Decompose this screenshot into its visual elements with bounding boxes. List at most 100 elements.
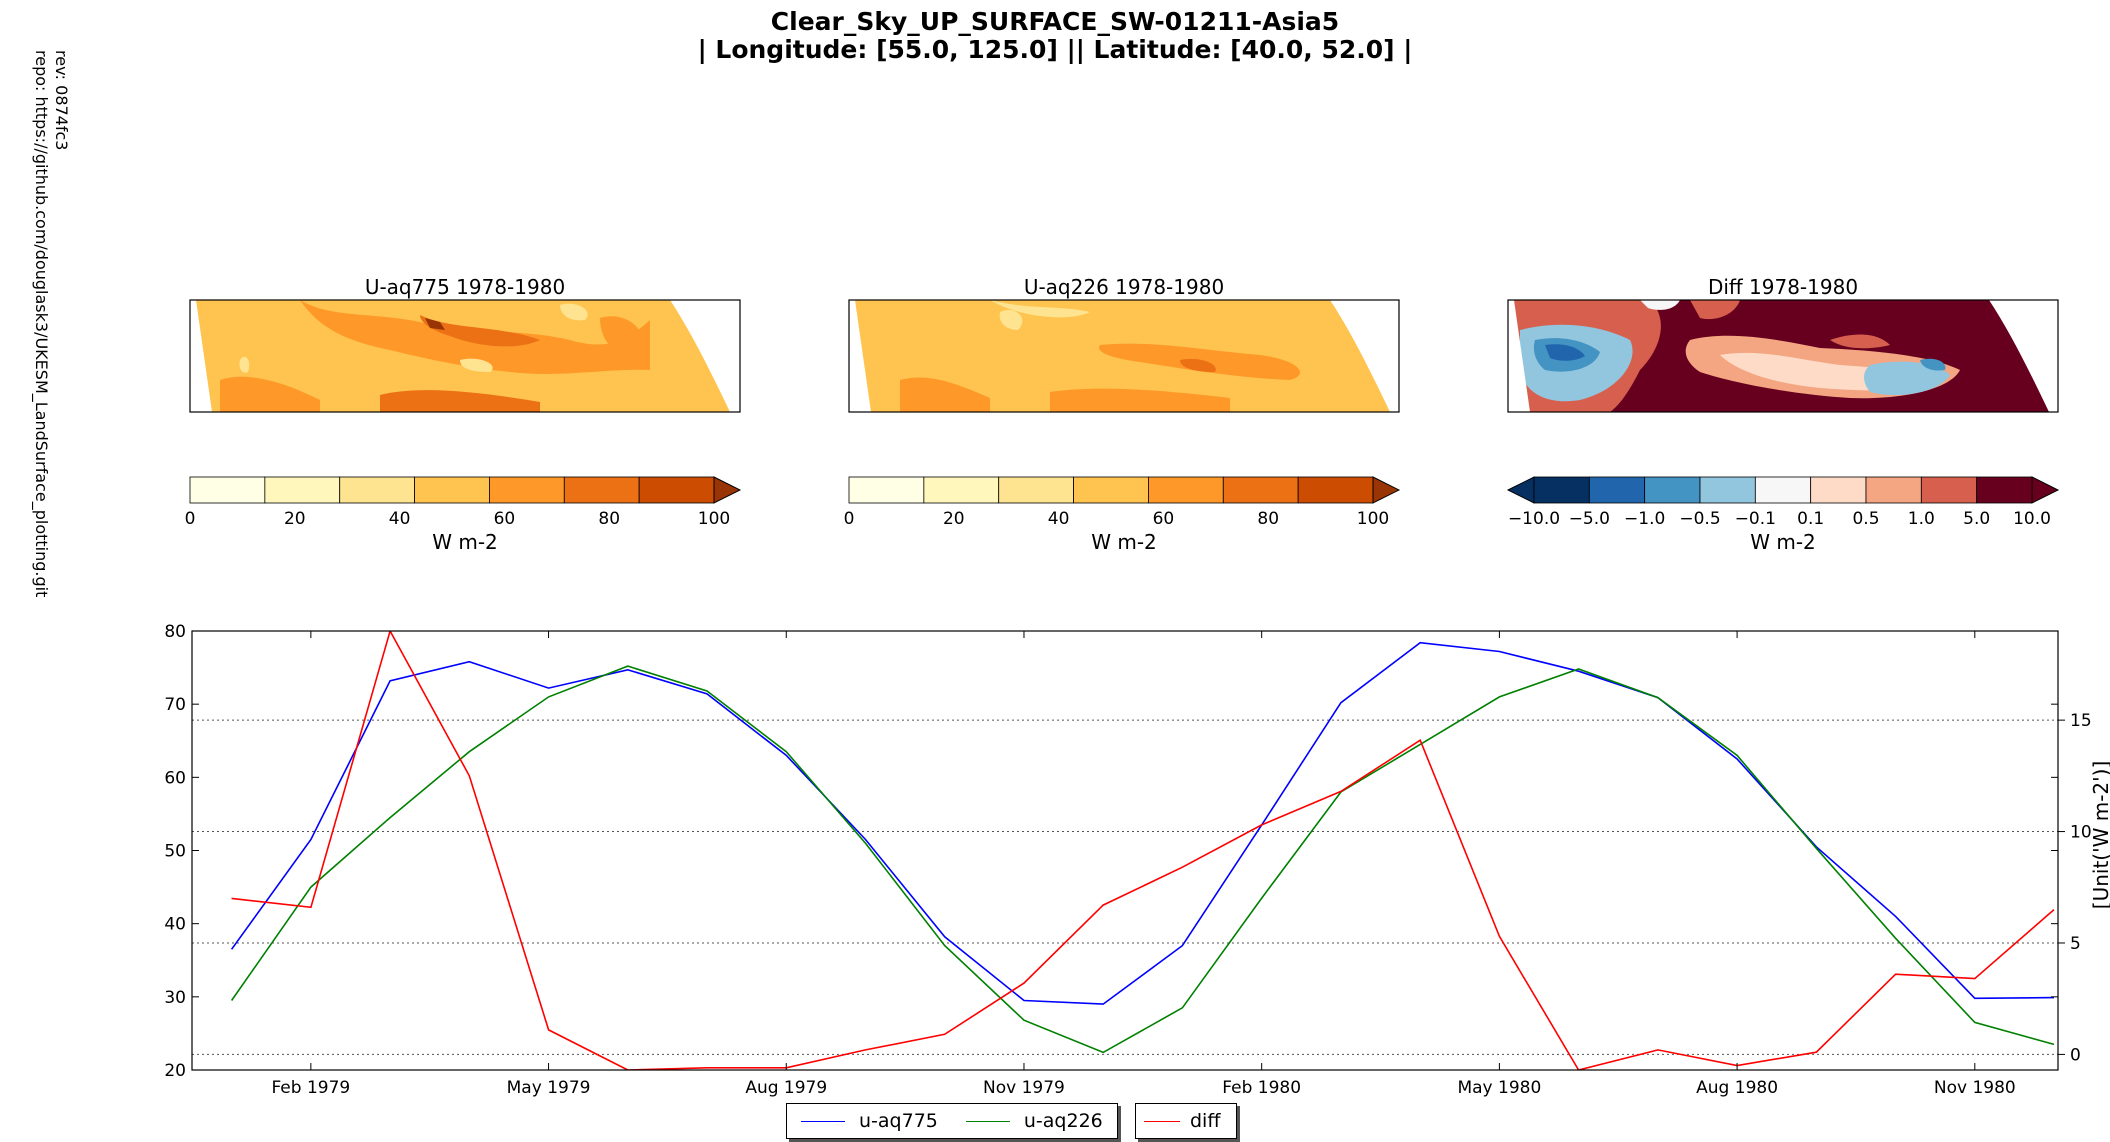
y2-tick-label: 5	[2070, 934, 2081, 954]
colorbar-segment	[189, 476, 266, 504]
colorbar-segment	[1644, 476, 1701, 504]
colorbar-segment	[1588, 476, 1646, 504]
y-tick-label: 50	[164, 842, 186, 862]
plot-grid	[192, 719, 2058, 1055]
colorbar-unit-u-aq226: W m-2	[1091, 530, 1157, 554]
colorbar-segment	[1699, 476, 1756, 504]
colorbar-segment	[1073, 476, 1149, 504]
y-tick-label: 70	[164, 695, 186, 715]
series-line-u-aq775	[230, 641, 2055, 1005]
colorbar-tick-label: 0.5	[1852, 509, 1879, 529]
colorbar-arrow-right	[713, 476, 742, 504]
legend-label-diff: diff	[1190, 1110, 1221, 1132]
series-line-diff	[231, 631, 2055, 1070]
y-tick-label: 40	[164, 915, 186, 935]
colorbar-segment	[638, 476, 715, 504]
colorbar-segment	[264, 476, 341, 504]
colorbar-arrow-left	[1506, 476, 1535, 504]
plot-series	[230, 631, 2055, 1070]
map-u-aq775	[190, 300, 740, 412]
colorbar-tick-label: 0.1	[1797, 509, 1824, 529]
colorbar-tick-label: 40	[1048, 509, 1070, 529]
legend-diff: diff	[1135, 1103, 1237, 1139]
x-tick-label: Aug 1980	[1696, 1078, 1778, 1098]
colorbar-segment	[414, 476, 490, 504]
colorbar-u-aq775: 0 20 40 60 80 100	[185, 476, 742, 529]
map-u-aq226	[849, 300, 1399, 412]
legend-swatch-diff	[1144, 1120, 1180, 1122]
legend-item-u-aq226: u-aq226	[965, 1110, 1103, 1132]
colorbar-segment	[1222, 476, 1299, 504]
y2-tick-label: 15	[2070, 711, 2092, 731]
colorbar-segment	[1148, 476, 1224, 504]
colorbar-tick-label: 40	[389, 509, 411, 529]
plot-frame	[191, 630, 2059, 1071]
colorbar-tick-label: 100	[1357, 509, 1389, 529]
x-tick-label: Nov 1980	[1934, 1078, 2016, 1098]
figure-title: Clear_Sky_UP_SURFACE_SW-01211-Asia5	[771, 7, 1339, 36]
x-tick-label: Feb 1980	[1222, 1078, 1301, 1098]
colorbar-tick-label: 10.0	[2013, 509, 2051, 529]
colorbar-arrow-right	[2031, 476, 2060, 504]
colorbar-segment	[1920, 476, 1978, 504]
colorbar-segment	[923, 476, 1000, 504]
y2-axis-label: [Unit('W m-2')]	[2089, 761, 2110, 909]
legend-label-u-aq775: u-aq775	[859, 1110, 938, 1132]
colorbar-segment	[1754, 476, 1812, 504]
colorbar-diff: −10.0 −5.0 −1.0 −0.5 −0.1 0.1 0.5 1.0 5.0 10.0	[1506, 476, 2060, 529]
colorbar-arrow-right	[1372, 476, 1401, 504]
colorbar-segment	[563, 476, 640, 504]
colorbar-segment	[848, 476, 925, 504]
x-tick-label: Nov 1979	[983, 1078, 1065, 1098]
legend-item-diff: diff	[1144, 1110, 1220, 1132]
figure-subtitle: | Longitude: [55.0, 125.0] || Latitude: …	[698, 35, 1413, 64]
colorbar-segment	[1976, 476, 2033, 504]
repo-label: repo: https://github.com/douglask3/UKESM…	[31, 50, 51, 597]
map-title-diff: Diff 1978-1980	[1708, 275, 1858, 299]
colorbar-tick-label: 80	[1257, 509, 1279, 529]
map-diff	[1508, 300, 2058, 412]
colorbar-tick-label: 60	[494, 509, 516, 529]
legend-models: u-aq775 u-aq226	[786, 1103, 1118, 1139]
map-frame-u-aq775	[189, 299, 741, 413]
colorbar-tick-label: −0.1	[1735, 509, 1776, 529]
y2-tick-label: 10	[2070, 823, 2092, 843]
colorbar-tick-label: 100	[698, 509, 730, 529]
x-tick-label: May 1979	[507, 1078, 591, 1098]
map-frame-diff	[1507, 299, 2059, 413]
colorbar-tick-label: 0	[185, 509, 196, 529]
colorbar-tick-label: −5.0	[1569, 509, 1610, 529]
map-title-u-aq226: U-aq226 1978-1980	[1024, 275, 1224, 299]
legend-swatch-u-aq775	[801, 1120, 845, 1122]
colorbar-tick-label: 20	[943, 509, 965, 529]
colorbar-tick-label: 1.0	[1908, 509, 1935, 529]
legend-swatch-u-aq226	[965, 1120, 1010, 1122]
legend-label-u-aq226: u-aq226	[1023, 1110, 1103, 1132]
series-line-u-aq226	[230, 665, 2055, 1054]
map-frame-u-aq226	[848, 299, 1400, 413]
x-tick-label: May 1980	[1457, 1078, 1541, 1098]
colorbar-tick-label: −0.5	[1679, 509, 1720, 529]
x-tick-label: Feb 1979	[271, 1078, 350, 1098]
y-tick-label: 30	[164, 988, 186, 1008]
plot-axes: 20 30 40 50 60 70 80 0 5 10 15 Feb 1979 May 1979 Aug …	[164, 622, 2091, 1098]
y-tick-label: 80	[164, 622, 186, 642]
legend-item-u-aq775: u-aq775	[801, 1110, 938, 1132]
colorbar-segment	[489, 476, 565, 504]
colorbar-tick-label: −10.0	[1508, 509, 1560, 529]
colorbar-segment	[998, 476, 1074, 504]
y-tick-label: 60	[164, 768, 186, 788]
y2-tick-label: 0	[2070, 1045, 2081, 1065]
map-title-u-aq775: U-aq775 1978-1980	[365, 275, 565, 299]
colorbar-segment	[1533, 476, 1590, 504]
colorbar-tick-label: 20	[284, 509, 306, 529]
colorbar-tick-label: 60	[1153, 509, 1175, 529]
colorbar-tick-label: −1.0	[1624, 509, 1665, 529]
colorbar-unit-diff: W m-2	[1750, 530, 1816, 554]
rev-label: rev: 0874fc3	[52, 50, 71, 150]
colorbar-tick-label: 80	[598, 509, 620, 529]
colorbar-unit-u-aq775: W m-2	[432, 530, 498, 554]
colorbar-segment	[1810, 476, 1867, 504]
colorbar-segment	[339, 476, 415, 504]
